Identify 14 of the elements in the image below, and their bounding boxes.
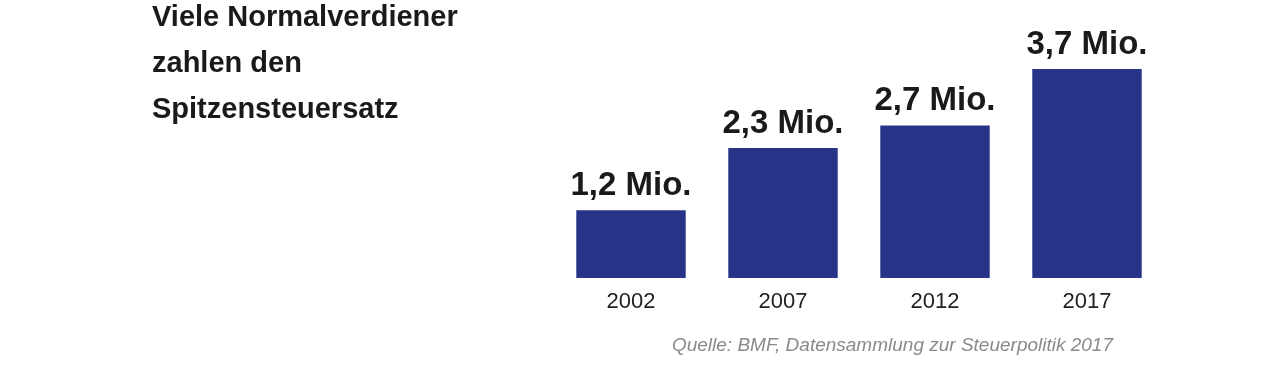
x-tick-label: 2007 xyxy=(758,287,808,313)
text: Viele Normalverdiener zahlen den Spitzensteuersatz xyxy=(152,0,458,124)
x-tick-label: 2002 xyxy=(606,287,656,313)
x-tick-label: 2017 xyxy=(1062,287,1112,313)
data-label: 2,7 Mio. xyxy=(874,80,996,118)
bar xyxy=(728,148,838,278)
data-label: 2,3 Mio. xyxy=(722,103,844,141)
data-label: 1,2 Mio. xyxy=(570,165,692,203)
source-note: Quelle: BMF, Datensammlung zur Steuerpolitik 2017 xyxy=(671,334,1115,355)
bar xyxy=(880,125,990,278)
data-label: 3,7 Mio. xyxy=(1026,24,1148,61)
x-tick-label: 2012 xyxy=(910,287,960,313)
bar xyxy=(576,210,686,278)
bar xyxy=(1032,69,1142,278)
